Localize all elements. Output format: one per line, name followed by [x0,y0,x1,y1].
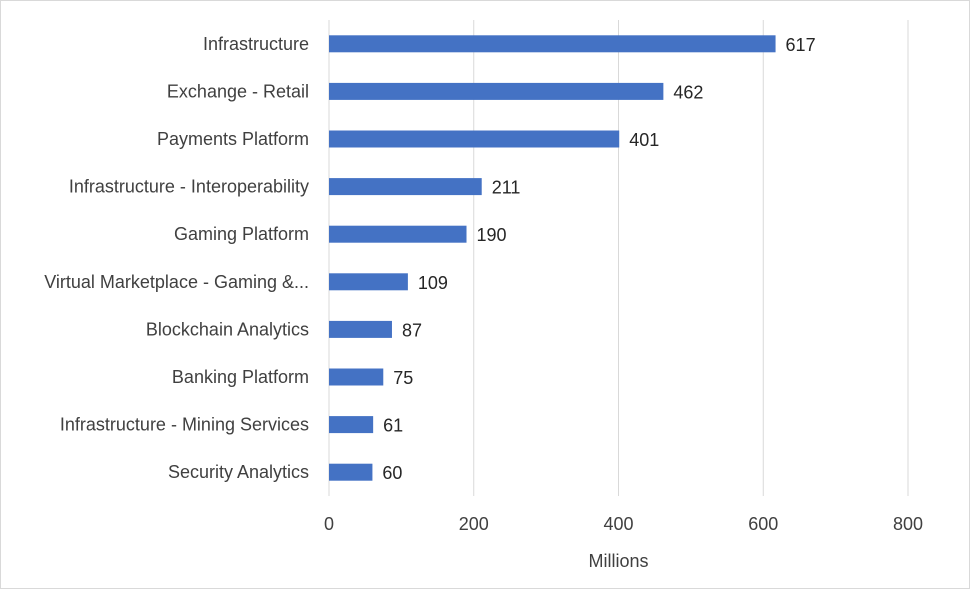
bar [329,273,408,291]
data-label: 60 [382,463,402,483]
category-label: Infrastructure - Mining Services [60,415,309,435]
bar [329,225,467,243]
category-label: Infrastructure - Interoperability [69,177,309,197]
category-label: Exchange - Retail [167,81,309,101]
bar [329,35,776,53]
category-label: Payments Platform [157,129,309,149]
data-label: 190 [477,225,507,245]
bar [329,463,373,481]
bar [329,130,620,148]
bar [329,178,482,196]
data-label: 75 [393,368,413,388]
x-tick-label: 800 [893,514,923,534]
data-label: 87 [402,320,422,340]
x-tick-label: 0 [324,514,334,534]
bars [329,35,776,481]
category-labels: Infrastructure Exchange - Retail Payments … [44,34,309,482]
x-tick-label: 200 [459,514,489,534]
x-tick-label: 600 [748,514,778,534]
x-axis-title: Millions [588,551,648,571]
data-label: 401 [629,130,659,150]
bar [329,416,374,434]
data-label: 61 [383,416,403,436]
data-label: 211 [492,178,521,198]
bar [329,320,392,338]
data-label: 109 [418,273,448,293]
category-label: Banking Platform [172,367,309,387]
data-labels: 617 462 401 211 190 109 87 75 61 60 [382,35,815,483]
category-label: Security Analytics [168,462,309,482]
bar [329,82,664,100]
category-label: Infrastructure [203,34,309,54]
data-label: 462 [673,82,703,102]
data-label: 617 [786,35,816,55]
category-label: Blockchain Analytics [146,319,309,339]
x-axis-ticks: 0 200 400 600 800 [324,514,923,534]
x-tick-label: 400 [603,514,633,534]
category-label: Gaming Platform [174,224,309,244]
bar [329,368,384,386]
category-label: Virtual Marketplace - Gaming &... [44,272,309,292]
